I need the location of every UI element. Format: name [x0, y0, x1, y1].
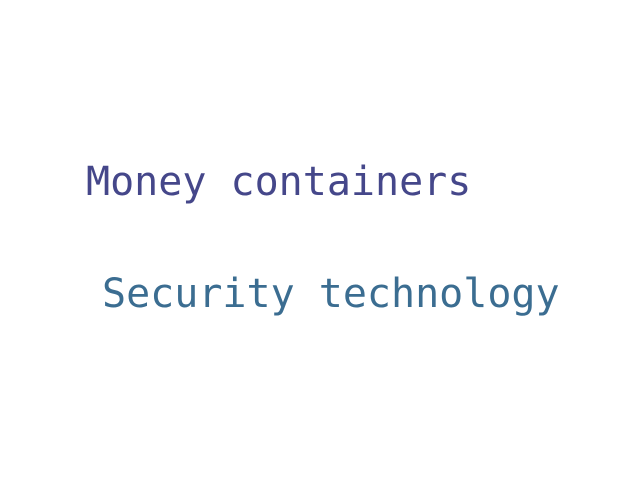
- word-money-containers: Money containers: [86, 159, 472, 205]
- word-security-technology: Security technology: [102, 271, 560, 317]
